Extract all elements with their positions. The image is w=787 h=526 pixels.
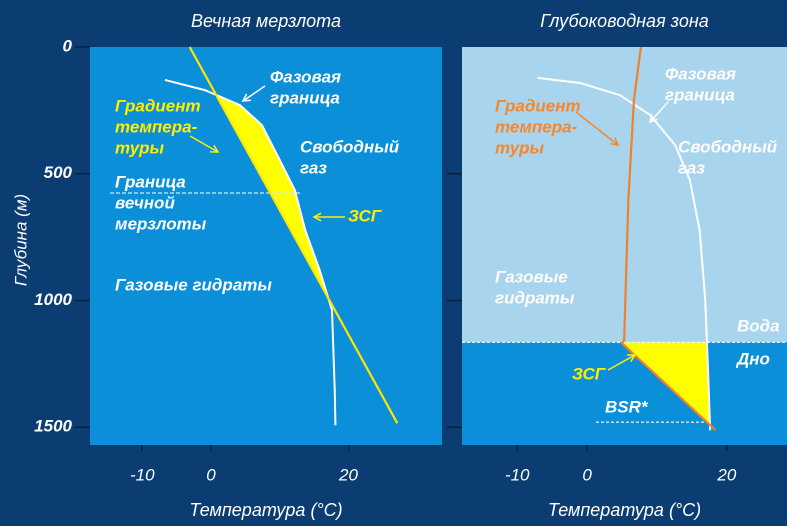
annotation: ЗСГ xyxy=(572,364,607,383)
arrow-head xyxy=(648,114,658,124)
x-axis-label: Температура (°C) xyxy=(548,500,701,520)
annotation: туры xyxy=(495,138,545,157)
annotation: Градиент xyxy=(115,96,201,115)
annotation: Газовые xyxy=(495,267,568,286)
annotation: BSR* xyxy=(605,397,649,416)
annotation: Свободный xyxy=(678,137,778,156)
arrow-head xyxy=(241,93,252,102)
annotation: Дно xyxy=(735,349,770,368)
series-line xyxy=(537,76,712,431)
x-axis-label: Температура (°C) xyxy=(189,500,342,520)
arrow-shaft xyxy=(649,101,669,123)
plot-area xyxy=(90,47,442,445)
annotation: темпера- xyxy=(495,117,578,136)
annotation: Вода xyxy=(737,316,780,335)
arrow-shaft xyxy=(575,111,619,146)
y-tick-label: 0 xyxy=(63,36,73,55)
arrow-shaft xyxy=(242,85,266,102)
arrow-shaft xyxy=(607,354,636,371)
annotation: Свободный xyxy=(300,137,400,156)
arrow-head xyxy=(312,212,322,222)
arrow-shaft xyxy=(189,135,219,153)
series-line xyxy=(188,46,399,424)
chart-title: Вечная мерзлота xyxy=(191,11,341,31)
y-tick-label: 500 xyxy=(44,163,73,182)
y-tick-label: 1000 xyxy=(34,290,72,309)
y-tick-label: 1500 xyxy=(34,417,72,436)
x-tick-label: 20 xyxy=(716,465,736,484)
arrow-head xyxy=(209,144,220,153)
annotation: граница xyxy=(270,88,340,107)
x-tick-label: -10 xyxy=(505,465,530,484)
annotation: Фазовая xyxy=(665,64,736,83)
annotation: газ xyxy=(678,158,705,177)
annotation: ЗСГ xyxy=(348,206,383,225)
annotation: Газовые гидраты xyxy=(115,275,272,294)
annotation: газ xyxy=(300,158,327,177)
annotation: Граница xyxy=(115,172,186,191)
annotation: граница xyxy=(665,85,735,104)
x-tick-label: 0 xyxy=(206,465,216,484)
annotation: гидраты xyxy=(495,288,575,307)
x-tick-label: -10 xyxy=(130,465,155,484)
annotation: Фазовая xyxy=(270,67,341,86)
series-line xyxy=(164,78,337,426)
x-tick-label: 20 xyxy=(338,465,358,484)
annotation: мерзлоты xyxy=(115,214,207,233)
chart-title: Глубоководная зона xyxy=(540,11,709,31)
arrow-head xyxy=(626,354,637,363)
annotation: туры xyxy=(115,138,165,157)
y-axis-label: Глубина (м) xyxy=(11,194,30,286)
annotation: Градиент xyxy=(495,96,581,115)
x-tick-label: 0 xyxy=(582,465,592,484)
arrow-head xyxy=(609,137,620,146)
annotation: вечной xyxy=(115,193,175,212)
series-line xyxy=(620,46,717,432)
annotation: темпера- xyxy=(115,117,198,136)
